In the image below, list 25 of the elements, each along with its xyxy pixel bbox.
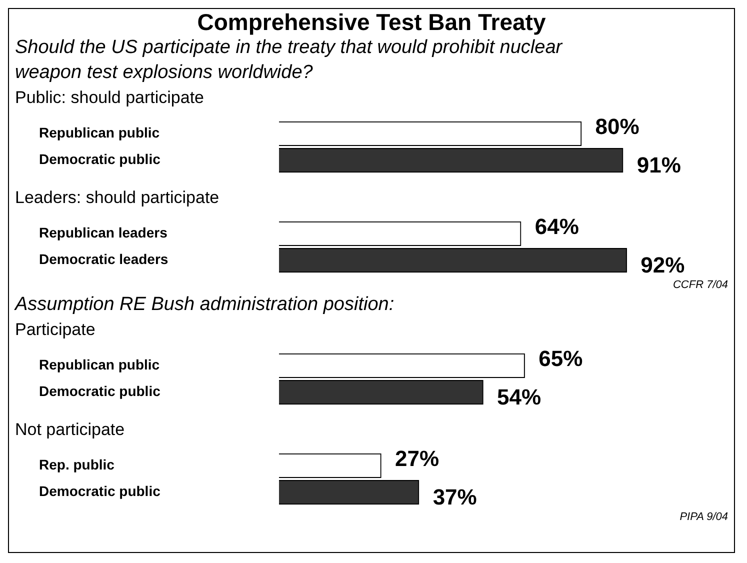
chart-subtitle: Assumption RE Bush administration position: [13,293,396,317]
data-label: 65% [538,346,583,371]
data-label: 91% [636,152,681,178]
y-axis-title: Public: should participate [14,87,206,109]
data-label: 92% [640,252,685,278]
y-tick-label: Republican public [39,356,160,373]
y-tick-label: Democratic public [39,483,161,500]
y-tick-label: Democratic leaders [39,251,168,268]
data-label: 80% [595,114,640,139]
data-label: 54% [497,384,542,410]
chart-title: Comprehensive Test Ban Treaty [196,9,547,35]
chart-subtitle: Should the US participate in the treaty that would prohibit nuclear weapon test explosions worldwide? [14,36,564,85]
y-tick-label: Rep. public [39,456,115,473]
data-label: 27% [395,446,440,471]
y-tick-label: Republican public [39,124,160,141]
text: PIPA 9/04 [678,511,729,524]
y-tick-label: Democratic public [39,151,161,168]
y-tick-label: Republican leaders [39,224,168,241]
y-axis-title: Participate [14,319,96,341]
data-label: 64% [534,214,579,239]
text: CCFR 7/04 [672,279,729,292]
y-axis-title: Not participate [14,419,126,441]
y-axis-title: Leaders: should participate [14,187,220,209]
data-label: 37% [432,484,477,510]
y-tick-label: Democratic public [39,383,161,400]
